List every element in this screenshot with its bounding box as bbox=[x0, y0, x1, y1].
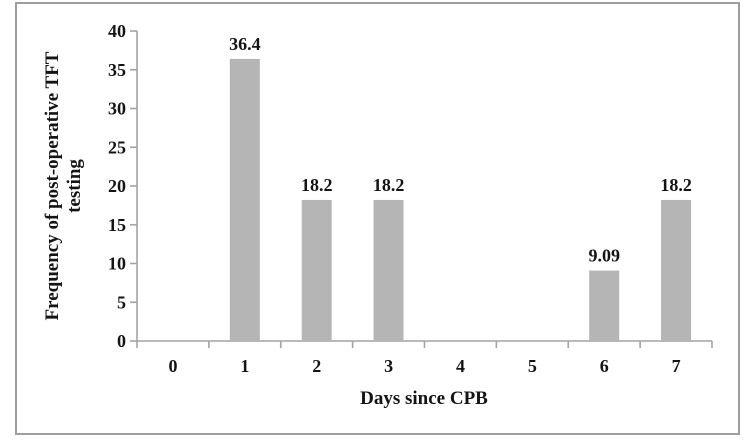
x-tick-label: 6 bbox=[600, 356, 609, 376]
y-tick-label: 20 bbox=[108, 176, 126, 196]
bar-day-3 bbox=[373, 199, 404, 341]
y-axis-title: Frequency of post-operative TFT testing bbox=[42, 51, 85, 320]
bar-value-label-day-2: 18.2 bbox=[301, 175, 333, 195]
bar-day-1 bbox=[229, 58, 260, 342]
bars bbox=[229, 58, 692, 342]
bar-day-6 bbox=[589, 270, 620, 341]
y-tick-label: 40 bbox=[108, 21, 126, 41]
y-axis-title-line-1: Frequency of post-operative TFT bbox=[42, 51, 63, 320]
y-tick-label: 15 bbox=[108, 215, 126, 235]
x-tick-label: 5 bbox=[528, 356, 537, 376]
bar-labels: 36.4 18.2 18.2 9.09 18.2 bbox=[229, 34, 692, 266]
bar-value-label-day-1: 36.4 bbox=[229, 34, 261, 54]
x-tick-label: 0 bbox=[168, 356, 177, 376]
bar-value-label-day-6: 9.09 bbox=[588, 246, 620, 266]
y-tick-label: 0 bbox=[117, 331, 126, 351]
y-tick-label: 25 bbox=[108, 137, 126, 157]
x-tick-label: 1 bbox=[240, 356, 249, 376]
x-tick-label: 2 bbox=[312, 356, 321, 376]
bar-value-label-day-3: 18.2 bbox=[373, 175, 405, 195]
x-tick-label: 7 bbox=[672, 356, 681, 376]
x-tick-label: 3 bbox=[384, 356, 393, 376]
y-tick-label: 5 bbox=[117, 292, 126, 312]
x-axis-title: Days since CPB bbox=[360, 388, 488, 409]
y-tick-label: 30 bbox=[108, 99, 126, 119]
y-axis-title-line-2: testing bbox=[64, 159, 85, 213]
x-tick-label: 4 bbox=[456, 356, 465, 376]
bar-day-2 bbox=[301, 199, 332, 341]
bar-value-label-day-7: 18.2 bbox=[660, 175, 692, 195]
y-axis: 0 5 10 15 20 25 30 35 40 bbox=[108, 21, 138, 351]
y-tick-label: 10 bbox=[108, 254, 126, 274]
bar-day-7 bbox=[661, 199, 692, 341]
y-tick-label: 35 bbox=[108, 60, 126, 80]
